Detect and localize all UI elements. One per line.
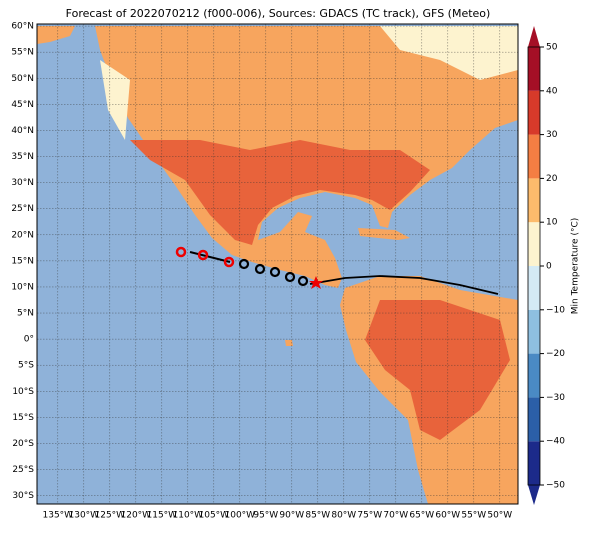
- storm-symbol: [175, 246, 187, 258]
- lat-tick-label: 5°S: [18, 361, 34, 371]
- colorbar-segment: [528, 222, 540, 266]
- lon-tick-label: 130°W: [69, 511, 100, 521]
- colorbar-tick-label: 0: [546, 262, 552, 272]
- lon-tick-label: 50°W: [487, 511, 512, 521]
- map-frame: [36, 23, 519, 505]
- storm-symbol: [269, 266, 281, 278]
- storm-track: [189, 251, 231, 263]
- colorbar-segment: [528, 309, 540, 354]
- colorbar-segment: [528, 90, 540, 135]
- lon-tick-label: 110°W: [173, 511, 204, 521]
- lat-tick-label: 15°N: [11, 256, 34, 266]
- lat-tick-label: 5°N: [17, 309, 34, 319]
- lat-tick-label: 10°N: [11, 282, 34, 292]
- lon-tick-label: 55°W: [461, 511, 486, 521]
- colorbar-tick-label: −20: [546, 349, 565, 359]
- colorbar-segment: [528, 178, 540, 223]
- land-cool: [100, 60, 130, 140]
- colorbar-tick-label: 40: [546, 86, 558, 96]
- lat-tick-label: 0°: [24, 335, 34, 345]
- lat-tick-label: 30°N: [11, 178, 34, 188]
- colorbar-extend-min: [528, 485, 540, 505]
- lon-tick-label: 80°W: [331, 511, 356, 521]
- lon-tick-label: 95°W: [253, 511, 278, 521]
- storm-symbol: [238, 258, 250, 270]
- storm-symbol: [297, 275, 309, 287]
- land: [358, 228, 410, 240]
- colorbar-segment: [528, 441, 540, 485]
- colorbar-tick-label: 30: [546, 130, 558, 140]
- storm-symbol: [223, 256, 235, 268]
- colorbar-tick-label: 10: [546, 218, 558, 228]
- colorbar-tick-label: −10: [546, 305, 565, 315]
- lat-tick-label: 60°N: [11, 22, 34, 32]
- lat-tick-label: 45°N: [11, 100, 34, 110]
- colorbar-tick-label: −50: [546, 481, 565, 491]
- lat-tick-label: 50°N: [11, 74, 34, 84]
- colorbar-segment: [528, 397, 540, 442]
- colorbar-extend-max: [528, 26, 540, 47]
- lon-tick-label: 105°W: [199, 511, 230, 521]
- lon-tick-label: 120°W: [121, 511, 152, 521]
- colorbar-tick-label: −40: [546, 437, 565, 447]
- lon-tick-label: 90°W: [279, 511, 304, 521]
- lon-tick-label: 100°W: [225, 511, 256, 521]
- lat-tick-label: 30°S: [12, 491, 34, 501]
- title: Forecast of 2022070212 (f000-006), Sourc…: [66, 7, 491, 20]
- colorbar-segment: [528, 266, 540, 310]
- colorbar-segment: [528, 353, 540, 398]
- colorbar-tick-label: 20: [546, 174, 558, 184]
- lat-tick-label: 25°N: [11, 204, 34, 214]
- map: [37, 24, 518, 504]
- land: [37, 26, 75, 44]
- lon-tick-label: 125°W: [95, 511, 126, 521]
- lon-tick-label: 75°W: [357, 511, 382, 521]
- land: [285, 340, 293, 346]
- storm-symbols: [175, 246, 323, 289]
- colorbar-label: Min Temperature (°C): [571, 218, 581, 315]
- storm-symbol: [254, 263, 266, 275]
- colorbar-segment: [528, 134, 540, 179]
- lat-tick-label: 35°N: [11, 152, 34, 162]
- lat-tick-label: 20°S: [12, 439, 34, 449]
- lat-tick-label: 20°N: [11, 230, 34, 240]
- storm-position: [309, 276, 323, 289]
- lon-tick-label: 65°W: [409, 511, 434, 521]
- storm-track: [309, 275, 499, 295]
- lon-tick-label: 70°W: [383, 511, 408, 521]
- land-warm: [130, 140, 430, 245]
- storm-symbol: [284, 271, 296, 283]
- lon-tick-label: 60°W: [435, 511, 460, 521]
- lat-tick-label: 10°S: [12, 387, 34, 397]
- lon-tick-label: 115°W: [147, 511, 178, 521]
- lat-tick-label: 55°N: [11, 48, 34, 58]
- colorbar-segment: [528, 47, 540, 91]
- storm-symbol: [197, 249, 209, 261]
- lon-tick-label: 85°W: [305, 511, 330, 521]
- lat-tick-label: 25°S: [12, 465, 34, 475]
- colorbar-tick-label: 50: [546, 43, 558, 53]
- lat-tick-label: 15°S: [12, 413, 34, 423]
- colorbar-tick-label: −30: [546, 393, 565, 403]
- lat-tick-label: 40°N: [11, 126, 34, 136]
- land-cool: [380, 26, 518, 80]
- lon-tick-label: 135°W: [43, 511, 74, 521]
